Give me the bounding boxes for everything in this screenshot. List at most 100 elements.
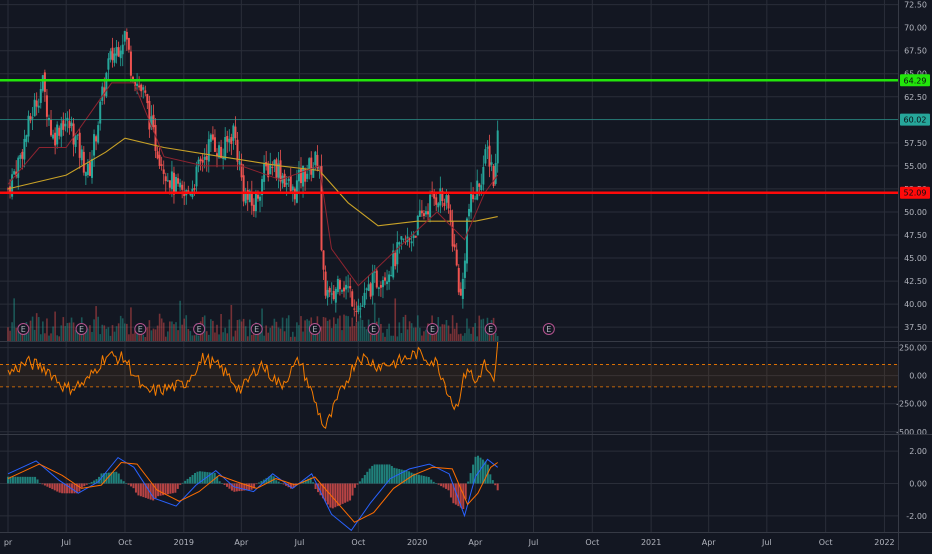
candle-body	[166, 180, 169, 182]
volume-bar	[33, 329, 36, 341]
candle-body	[187, 190, 190, 192]
macd-histogram-bar	[329, 483, 332, 508]
candle-body	[494, 163, 497, 184]
macd-histogram-bar	[351, 483, 354, 496]
macd-histogram-bar	[344, 483, 347, 503]
macd-histogram-bar	[112, 472, 115, 484]
volume-bar	[56, 335, 58, 341]
candle-body	[347, 286, 350, 288]
volume-bar	[476, 336, 479, 341]
macd-histogram-bar	[157, 483, 160, 497]
time-axis-label: pr	[4, 538, 13, 547]
candle-body	[228, 138, 231, 143]
volume-bar	[111, 325, 114, 341]
macd-histogram-bar	[198, 471, 201, 484]
candle-body	[152, 114, 155, 128]
macd-histogram-bar	[240, 483, 243, 491]
candle-body	[35, 100, 38, 107]
macd-histogram-bar	[9, 476, 12, 484]
candle-body	[107, 58, 110, 70]
volume-bar	[95, 306, 97, 341]
macd-histogram-bar	[477, 455, 480, 484]
volume-bar	[113, 331, 116, 341]
volume-bar	[13, 298, 15, 341]
candle-body	[476, 180, 479, 200]
candle-body	[160, 164, 163, 166]
candle-body	[447, 195, 450, 209]
macd-histogram-bar	[447, 483, 450, 491]
candle-body	[129, 51, 132, 76]
candle-body	[199, 158, 202, 162]
macd-histogram-bar	[24, 476, 27, 484]
volume-bar	[279, 328, 282, 341]
volume-bar	[480, 319, 483, 341]
volume-bar	[482, 318, 485, 341]
candle-body	[416, 216, 419, 236]
candle-body	[414, 235, 417, 238]
price-axis-label: 45.00	[904, 254, 927, 263]
macd-histogram-bar	[395, 468, 398, 484]
time-axis-label: Jul	[528, 538, 539, 547]
volume-bar	[31, 316, 34, 341]
macd-histogram-bar	[339, 483, 342, 505]
candle-body	[58, 127, 61, 136]
candle-body	[181, 184, 184, 190]
candle-body	[330, 293, 333, 295]
volume-bar	[70, 317, 73, 341]
macd-histogram-bar	[260, 481, 263, 484]
volume-bar	[85, 326, 87, 341]
volume-bar	[146, 327, 149, 341]
macd-histogram-bar	[400, 469, 403, 484]
candle-body	[226, 135, 229, 142]
volume-bar	[253, 330, 255, 341]
candle-body	[492, 165, 495, 187]
macd-histogram-bar	[63, 483, 66, 494]
macd-histogram-bar	[216, 476, 219, 484]
candle-body	[261, 179, 264, 196]
macd-histogram-bar	[442, 483, 445, 488]
macd-line	[7, 456, 499, 532]
candle-body	[457, 267, 460, 293]
candle-body	[326, 289, 329, 298]
volume-bar	[457, 334, 460, 341]
candle-body	[68, 120, 71, 129]
macd-histogram-bar	[208, 472, 211, 484]
candle-body	[218, 145, 221, 158]
macd-histogram-bar	[223, 483, 226, 485]
price-axis-label: -2.00	[906, 512, 927, 521]
candle-body	[334, 288, 337, 303]
time-axis-label: 2020	[407, 538, 427, 547]
time-axis-label: 2022	[874, 538, 894, 547]
macd-histogram-bar	[432, 481, 435, 484]
volume-bar	[287, 315, 290, 341]
candle-body	[123, 30, 126, 42]
earnings-marker	[542, 323, 555, 335]
candle-body	[422, 213, 425, 217]
macd-histogram-bar	[56, 483, 59, 492]
volume-bar	[324, 317, 327, 341]
macd-histogram-bar	[489, 474, 492, 484]
candle-body	[222, 156, 225, 159]
macd-histogram-bar	[181, 482, 184, 484]
volume-bar	[294, 336, 296, 341]
volume-bar	[220, 313, 222, 341]
last-price-tag	[900, 113, 930, 126]
candle-body	[142, 87, 145, 90]
volume-bar	[265, 325, 267, 341]
macd-histogram-bar	[420, 475, 423, 484]
volume-bar	[134, 330, 136, 341]
candle-body	[273, 160, 276, 165]
candle-body	[384, 277, 387, 281]
candle-body	[197, 159, 200, 167]
macd-histogram-bar	[48, 483, 51, 488]
candle-body	[195, 166, 198, 187]
last-price-tag-label: 60.02	[904, 116, 927, 125]
macd-histogram-bar	[127, 483, 130, 485]
volume-bar	[46, 318, 48, 341]
candle-body	[277, 163, 280, 178]
volume-bar	[167, 331, 169, 341]
macd-histogram-bar	[469, 473, 472, 484]
volume-bar	[261, 308, 263, 341]
